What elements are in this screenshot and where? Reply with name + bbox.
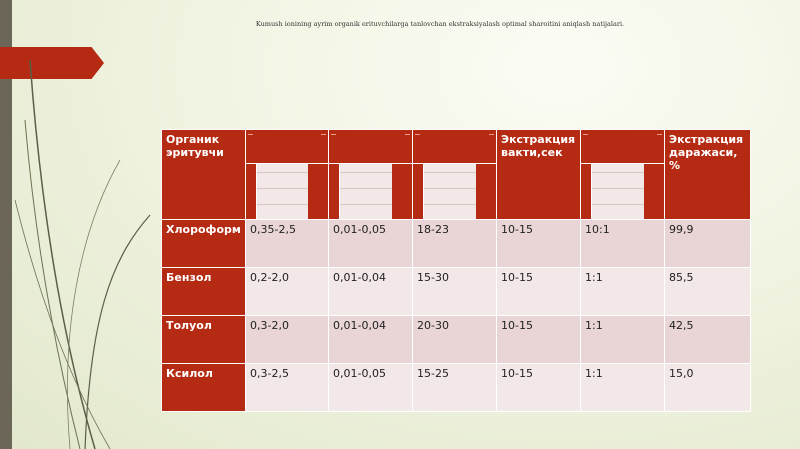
table-cell: 1:1 bbox=[580, 363, 665, 412]
table-cell: 42,5 bbox=[664, 315, 751, 364]
row-label: Ксилол bbox=[161, 363, 246, 412]
header-cell bbox=[328, 129, 413, 220]
left-accent-bar bbox=[0, 0, 12, 449]
header-cell bbox=[245, 129, 329, 220]
table-row: Хлороформ 0,35-2,5 0,01-0,05 18-23 10-15… bbox=[161, 219, 751, 268]
header-cell bbox=[580, 129, 665, 220]
table-cell: 10-15 bbox=[496, 267, 581, 316]
table-cell: 10-15 bbox=[496, 219, 581, 268]
table-row: Толуол 0,3-2,0 0,01-0,04 20-30 10-15 1:1… bbox=[161, 315, 751, 364]
table-cell: 0,3-2,0 bbox=[245, 315, 329, 364]
title-arrow-tab bbox=[0, 47, 104, 79]
results-table: Органик эритувчи Экстракция вакти,сек Эк… bbox=[161, 129, 751, 412]
table-cell: 18-23 bbox=[412, 219, 497, 268]
row-label: Хлороформ bbox=[161, 219, 246, 268]
table-cell: 0,35-2,5 bbox=[245, 219, 329, 268]
row-label: Толуол bbox=[161, 315, 246, 364]
table-cell: 15-25 bbox=[412, 363, 497, 412]
table-cell: 0,2-2,0 bbox=[245, 267, 329, 316]
table-cell: 10-15 bbox=[496, 315, 581, 364]
table-row: Ксилол 0,3-2,5 0,01-0,05 15-25 10-15 1:1… bbox=[161, 363, 751, 412]
table-cell: 10:1 bbox=[580, 219, 665, 268]
table-cell: 85,5 bbox=[664, 267, 751, 316]
table-cell: 15,0 bbox=[664, 363, 751, 412]
header-cell: Органик эритувчи bbox=[161, 129, 246, 220]
table-cell: 99,9 bbox=[664, 219, 751, 268]
table-row: Бензол 0,2-2,0 0,01-0,04 15-30 10-15 1:1… bbox=[161, 267, 751, 316]
row-label: Бензол bbox=[161, 267, 246, 316]
decorative-grass-lines bbox=[14, 59, 151, 449]
table-cell: 15-30 bbox=[412, 267, 497, 316]
table-cell: 1:1 bbox=[580, 267, 665, 316]
table-cell: 0,01-0,05 bbox=[328, 363, 413, 412]
header-cell: Экстракция даражаси, % bbox=[664, 129, 751, 220]
header-cell bbox=[412, 129, 497, 220]
table-cell: 0,01-0,04 bbox=[328, 267, 413, 316]
table-cell: 10-15 bbox=[496, 363, 581, 412]
table-header-row: Органик эритувчи Экстракция вакти,сек Эк… bbox=[161, 129, 751, 220]
table-cell: 0,01-0,05 bbox=[328, 219, 413, 268]
header-cell: Экстракция вакти,сек bbox=[496, 129, 581, 220]
table-cell: 1:1 bbox=[580, 315, 665, 364]
table-cell: 0,01-0,04 bbox=[328, 315, 413, 364]
table-cell: 20-30 bbox=[412, 315, 497, 364]
slide-title: Kumush ionining ayrim organik erituvchil… bbox=[255, 20, 625, 28]
table-cell: 0,3-2,5 bbox=[245, 363, 329, 412]
